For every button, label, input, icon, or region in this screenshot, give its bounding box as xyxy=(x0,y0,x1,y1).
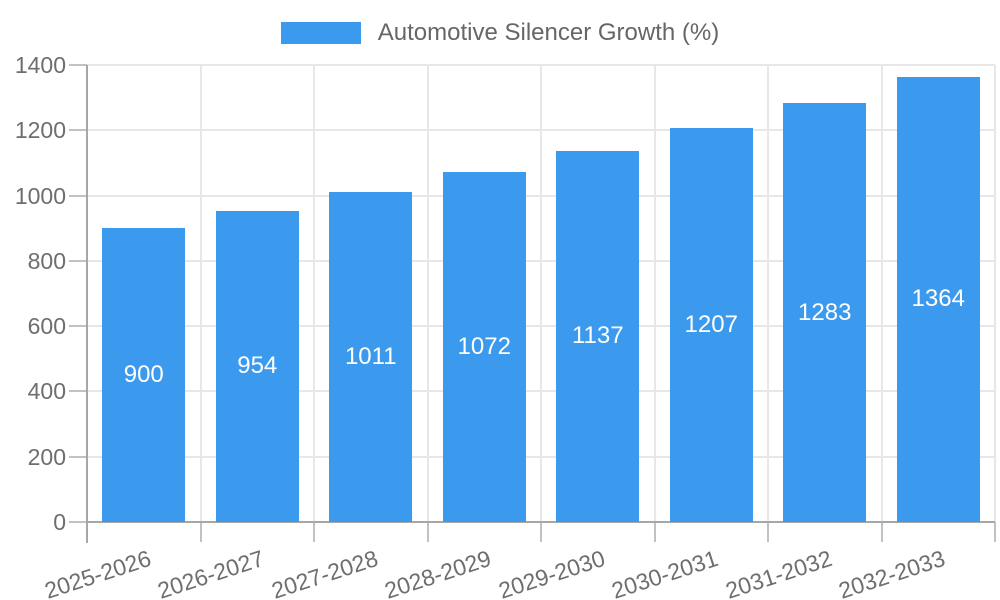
x-gridline xyxy=(199,65,202,522)
bar-value-label: 1207 xyxy=(684,310,738,338)
y-tick-label: 1400 xyxy=(14,52,66,78)
bar-value-label: 1364 xyxy=(911,285,965,313)
y-axis-line xyxy=(86,65,88,543)
x-tick-label: 2029-2030 xyxy=(495,545,608,600)
y-tick-mark xyxy=(69,521,87,523)
x-tick-label: 2028-2029 xyxy=(381,545,495,600)
legend-label: Automotive Silencer Growth (%) xyxy=(377,19,720,46)
y-tick-label: 400 xyxy=(27,378,66,405)
chart-legend[interactable]: Automotive Silencer Growth (%) xyxy=(0,20,1000,46)
x-gridline xyxy=(994,65,996,522)
y-tick-label: 0 xyxy=(53,509,66,535)
x-gridline xyxy=(426,65,429,522)
y-tick-mark xyxy=(69,64,87,66)
bar-value-label: 1072 xyxy=(457,333,511,361)
bar: 900 xyxy=(102,228,186,522)
x-tick-mark xyxy=(880,522,883,542)
x-tick-label: 2032-2033 xyxy=(835,545,949,600)
bar-value-label: 900 xyxy=(123,361,164,389)
y-tick-mark xyxy=(69,259,87,262)
x-gridline xyxy=(653,65,656,522)
x-gridline xyxy=(880,65,883,522)
bar: 954 xyxy=(215,210,299,522)
y-tick-label: 600 xyxy=(27,313,66,340)
x-tick-mark xyxy=(540,522,542,542)
x-tick-label: 2030-2031 xyxy=(608,545,722,600)
x-tick-mark xyxy=(199,522,202,542)
bar-value-label: 1283 xyxy=(798,298,852,326)
y-tick-mark xyxy=(69,455,87,458)
bar: 1137 xyxy=(556,150,640,522)
x-tick-label: 2026-2027 xyxy=(154,545,268,600)
y-tick-mark xyxy=(69,194,87,197)
x-axis-line xyxy=(87,521,995,523)
x-tick-mark xyxy=(426,522,429,542)
bar: 1364 xyxy=(896,76,980,522)
x-tick-mark xyxy=(767,522,769,542)
x-tick-mark xyxy=(313,522,315,542)
legend-swatch xyxy=(280,22,361,44)
x-tick-label: 2031-2032 xyxy=(722,545,835,600)
bar-value-label: 1137 xyxy=(571,322,624,350)
y-tick-label: 1000 xyxy=(14,182,66,209)
x-tick-mark xyxy=(994,522,996,542)
x-gridline xyxy=(540,65,542,522)
bar-value-label: 1011 xyxy=(344,342,397,370)
bar: 1011 xyxy=(329,191,413,522)
x-tick-mark xyxy=(653,522,656,542)
y-tick-mark xyxy=(69,325,87,328)
x-gridline xyxy=(767,65,769,522)
bar-value-label: 954 xyxy=(237,352,278,380)
bar: 1207 xyxy=(669,128,753,522)
bar: 1072 xyxy=(442,172,526,522)
y-tick-label: 800 xyxy=(27,247,66,274)
bar: 1283 xyxy=(783,103,867,522)
x-tick-label: 2025-2026 xyxy=(41,545,154,600)
x-gridline xyxy=(313,65,315,522)
x-tick-label: 2027-2028 xyxy=(268,545,381,600)
y-tick-mark xyxy=(69,129,87,132)
y-tick-label: 1200 xyxy=(14,117,66,144)
y-tick-label: 200 xyxy=(27,443,66,470)
y-tick-mark xyxy=(69,390,87,393)
